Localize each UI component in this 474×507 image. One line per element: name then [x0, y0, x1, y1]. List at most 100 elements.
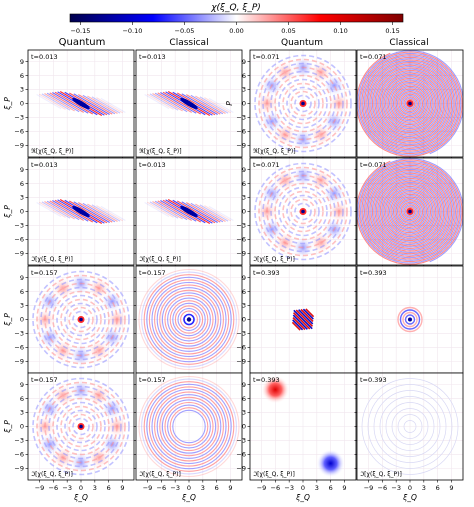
y-tick-label: −9: [14, 142, 24, 150]
y-tick-label: −9: [236, 465, 246, 473]
rosette-ring: [278, 78, 328, 129]
streak-fringe: [152, 93, 183, 112]
y-tick-label: 0: [20, 316, 24, 324]
y-tick-label: −9: [14, 250, 24, 258]
small-ring: [404, 314, 416, 325]
streak-core: [72, 206, 90, 217]
colorbar-tick-label: 0.00: [229, 27, 243, 35]
ring: [167, 297, 211, 342]
faint-ring: [403, 420, 417, 433]
y-tick-label: −3: [236, 437, 246, 445]
streak-fringe: [82, 94, 116, 115]
heatmap-panel: t=0.393: [354, 265, 464, 376]
rosette-lobe: [274, 61, 296, 84]
streak-fringe: [96, 97, 124, 114]
colorbar-tick-label: 0.10: [333, 27, 347, 35]
ring: [154, 391, 224, 462]
ring: [146, 383, 232, 470]
streak-fringe: [87, 95, 118, 114]
rosette-ring: [282, 82, 324, 125]
rosette-ring: [294, 202, 312, 221]
y-tick-label: 0: [242, 100, 246, 108]
x-tick-label: 3: [315, 484, 319, 492]
y-tick-label: 9: [242, 274, 246, 282]
streak-fringe: [195, 203, 226, 222]
streak-fringe: [208, 97, 234, 113]
y-tick-label: −6: [14, 128, 24, 136]
rosette-ring: [266, 174, 340, 249]
panel-heatmap: [28, 373, 134, 480]
rosette-ring: [274, 74, 332, 133]
rosette-ring: [282, 190, 324, 233]
ring: [174, 305, 204, 334]
y-axis-label: ξ_P: [3, 420, 12, 434]
heatmap-panel: t=0.013 ℜ[χ(ξ_Q, ξ_P)]: [133, 49, 243, 160]
streak-fringe: [160, 200, 197, 222]
ring: [146, 276, 232, 363]
y-tick-label: −6: [236, 451, 246, 459]
ring: [141, 378, 237, 475]
spiral-arm: [357, 158, 463, 264]
y-tick-label: −9: [14, 358, 24, 366]
streak-fringe: [46, 200, 80, 221]
streak-fringe: [176, 200, 216, 224]
y-tick-label: 6: [20, 180, 24, 188]
ring: [169, 407, 209, 446]
rosette-ring: [68, 413, 94, 440]
rosette-pattern: [254, 54, 352, 153]
x-tick-label: −3: [391, 484, 401, 492]
part-label: ℑ[χ(ξ_Q, ξ_P)]: [139, 256, 181, 263]
y-tick-label: −9: [236, 142, 246, 150]
y-tick-label: 9: [242, 166, 246, 174]
y-tick-label: 3: [20, 302, 24, 310]
y-axis-label: P: [225, 101, 234, 106]
colorbar-gradient: [69, 13, 404, 23]
x-tick-label: 3: [93, 484, 97, 492]
streak-fringe: [73, 201, 110, 223]
streak-fringe: [38, 93, 66, 110]
time-label: t=0.393: [253, 269, 280, 277]
y-tick-label: 6: [242, 180, 246, 188]
ring: [172, 302, 206, 337]
streak-fringe: [149, 201, 179, 219]
streak-fringe: [186, 94, 221, 115]
streak-fringe: [152, 201, 183, 220]
rosette-ring: [56, 401, 106, 452]
y-tick-label: 3: [242, 194, 246, 202]
streak-fringe: [190, 94, 224, 115]
streak-fringe: [186, 202, 221, 223]
time-label: t=0.071: [253, 53, 280, 61]
streak-fringe: [162, 199, 202, 223]
panel-heatmap: [357, 158, 463, 265]
part-label: ℑ[χ(ξ_Q, ξ_P)]: [31, 471, 73, 478]
rosette-ring: [290, 198, 316, 225]
y-axis-label: ξ_P: [3, 205, 12, 219]
rosette-ring: [258, 166, 348, 257]
ring: [148, 386, 230, 467]
colorbar: χ(ξ_Q, ξ_P) −0.15 −0.10 −0.05 0.00 0.05 0.10 0…: [69, 3, 404, 35]
streak-core: [180, 98, 198, 109]
heatmap-panel: 9 6 3 0 −3 −6 −9 ξ_P t=0.157: [3, 265, 135, 376]
ring: [167, 404, 211, 449]
y-tick-label: −3: [14, 330, 24, 338]
small-ring: [399, 309, 421, 330]
center-dot: [186, 317, 192, 322]
panel-heatmap: [136, 158, 242, 265]
streak-fringe: [199, 204, 229, 222]
y-tick-label: 6: [20, 288, 24, 296]
rosette-ring: [36, 274, 126, 365]
streak-fringe: [49, 200, 84, 221]
time-label: t=0.157: [139, 376, 166, 384]
y-tick-label: 9: [242, 58, 246, 66]
y-tick-label: 6: [20, 72, 24, 80]
y-tick-label: 6: [20, 395, 24, 403]
y-tick-label: 9: [242, 381, 246, 389]
rosette-ring: [286, 194, 320, 229]
streak-fringe: [91, 96, 121, 114]
streak-fringe: [146, 201, 174, 218]
colorbar-tick-label: −0.15: [70, 27, 90, 35]
rosette-ring: [278, 186, 328, 237]
y-tick-label: −6: [236, 236, 246, 244]
